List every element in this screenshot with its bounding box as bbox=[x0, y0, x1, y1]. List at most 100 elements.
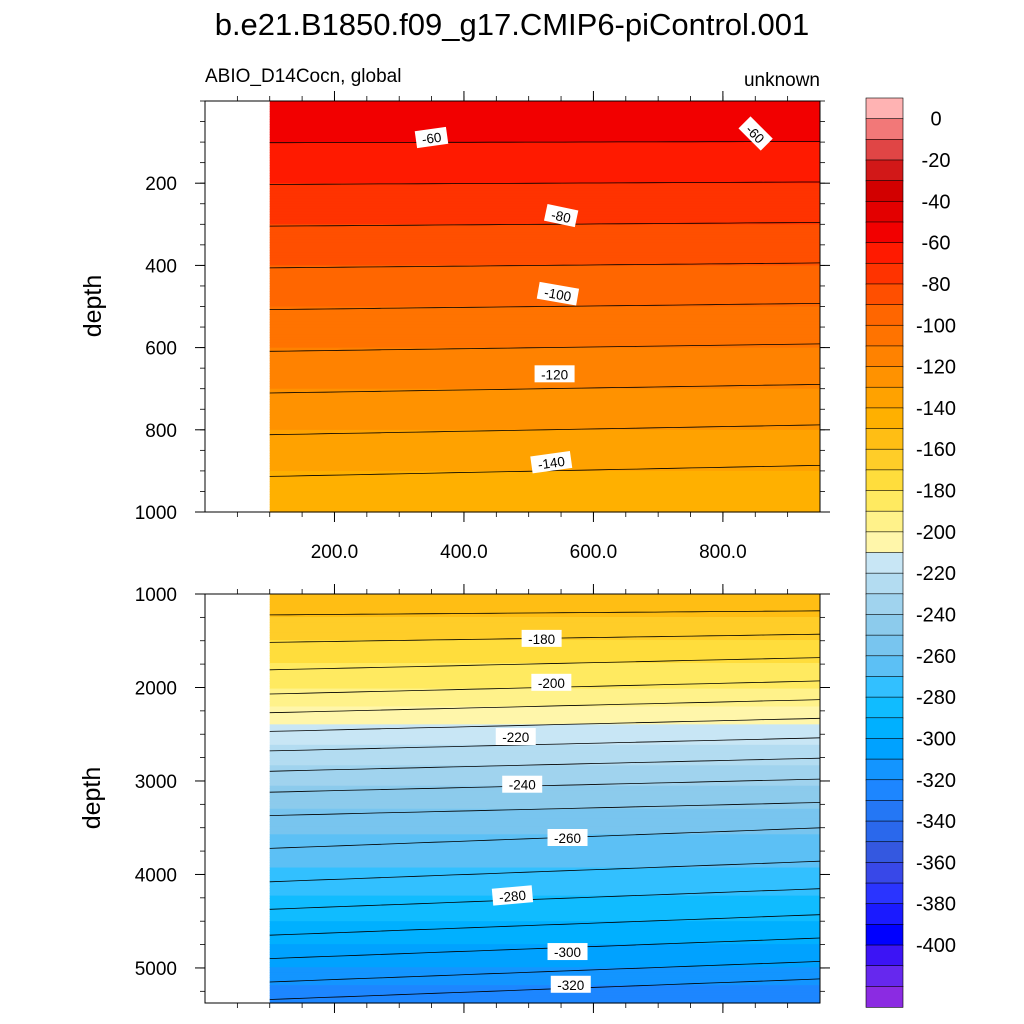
colorbar-swatch bbox=[865, 510, 904, 533]
contour-label-bg bbox=[495, 728, 536, 746]
field-band bbox=[269, 429, 821, 433]
contour-line bbox=[269, 384, 821, 394]
field-band bbox=[269, 601, 821, 605]
field-band bbox=[269, 668, 821, 672]
contour-label: -120 bbox=[534, 365, 575, 383]
field-band bbox=[269, 232, 821, 236]
field-band bbox=[269, 847, 821, 851]
field-band bbox=[269, 936, 821, 940]
field-band bbox=[269, 476, 821, 480]
field-band bbox=[269, 783, 821, 787]
contour-label: -140 bbox=[530, 450, 573, 474]
field-band bbox=[269, 982, 821, 986]
field-band bbox=[269, 488, 821, 493]
y-tick-label: 800 bbox=[145, 421, 177, 442]
contour-label-text: -120 bbox=[541, 367, 568, 382]
field-band bbox=[269, 956, 821, 961]
field-band bbox=[269, 470, 821, 475]
colorbar-label: -320 bbox=[916, 770, 956, 792]
field-band bbox=[269, 762, 821, 766]
field-band bbox=[269, 755, 821, 759]
colorbar-label: -60 bbox=[922, 233, 951, 255]
contour-label: -300 bbox=[547, 943, 588, 961]
field-band bbox=[269, 483, 821, 487]
field-band bbox=[269, 916, 821, 920]
colorbar-label: -20 bbox=[922, 150, 951, 172]
contour-label-bg bbox=[521, 629, 562, 647]
field-band bbox=[269, 386, 821, 390]
field-band bbox=[269, 703, 821, 708]
field-band bbox=[269, 208, 821, 213]
field-band bbox=[269, 990, 821, 994]
field-band bbox=[269, 214, 821, 218]
field-band bbox=[269, 437, 821, 441]
colorbar-swatch bbox=[865, 779, 904, 802]
field-band bbox=[269, 193, 821, 197]
field-band bbox=[269, 440, 821, 444]
field-band bbox=[269, 859, 821, 864]
field-band bbox=[269, 260, 821, 264]
field-band bbox=[269, 875, 821, 879]
field-band bbox=[269, 398, 821, 403]
field-band bbox=[269, 190, 821, 195]
field-band bbox=[269, 933, 821, 938]
colorbar-label: -160 bbox=[916, 439, 956, 461]
field-band bbox=[269, 499, 821, 503]
colorbar-swatch bbox=[865, 448, 904, 471]
field-band bbox=[269, 434, 821, 439]
contour-line bbox=[269, 778, 821, 793]
colorbar-label: -100 bbox=[916, 315, 956, 337]
contour-label-bg bbox=[502, 775, 543, 793]
field-band bbox=[269, 154, 821, 159]
field-band bbox=[269, 494, 821, 498]
field-band bbox=[269, 706, 821, 710]
y-axis-label-lower: depth bbox=[78, 767, 106, 830]
field-band bbox=[269, 821, 821, 825]
x-tick-label: 400.0 bbox=[440, 542, 488, 563]
field-band bbox=[269, 862, 821, 866]
field-band bbox=[269, 967, 821, 971]
field-band bbox=[269, 729, 821, 733]
field-band bbox=[269, 834, 821, 838]
field-band bbox=[269, 724, 821, 728]
contour-label-text: -280 bbox=[498, 888, 526, 905]
field-band bbox=[269, 749, 821, 754]
field-band bbox=[269, 928, 821, 933]
field-band bbox=[269, 211, 821, 215]
field-band bbox=[269, 244, 821, 249]
colorbar-swatch bbox=[865, 841, 904, 864]
field-band bbox=[269, 265, 821, 269]
contour-label: -60 bbox=[414, 126, 449, 149]
contour-line bbox=[269, 657, 821, 671]
field-band bbox=[269, 388, 821, 392]
field-band bbox=[269, 303, 821, 308]
colorbar-swatch bbox=[865, 634, 904, 657]
field-band bbox=[269, 393, 821, 398]
field-band bbox=[269, 614, 821, 618]
contour-label: -320 bbox=[550, 975, 591, 993]
colorbar-swatch bbox=[865, 862, 904, 884]
contour-line bbox=[269, 222, 821, 227]
field-band bbox=[269, 314, 821, 318]
contour-label-text: -80 bbox=[550, 207, 572, 226]
y-tick-label: 600 bbox=[145, 339, 177, 360]
field-band bbox=[269, 306, 821, 310]
colorbar-swatch bbox=[865, 97, 904, 120]
field-band bbox=[269, 252, 821, 256]
field-band bbox=[269, 829, 821, 833]
field-band bbox=[269, 131, 821, 135]
contour-label: -100 bbox=[536, 281, 580, 306]
field-band bbox=[269, 198, 821, 202]
contour-label-bg bbox=[491, 885, 534, 906]
field-band bbox=[269, 818, 821, 823]
field-band bbox=[269, 974, 821, 979]
contour-label-bg bbox=[536, 281, 580, 306]
colorbar: 0 -20 -40 -60 -80 -100 -120 -140 -160 -180 -200 -22… bbox=[865, 97, 956, 1008]
field-band bbox=[269, 316, 821, 320]
field-band bbox=[269, 473, 821, 477]
field-band bbox=[269, 709, 821, 713]
field-band bbox=[269, 734, 821, 738]
field-band bbox=[269, 442, 821, 446]
field-band bbox=[269, 447, 821, 451]
